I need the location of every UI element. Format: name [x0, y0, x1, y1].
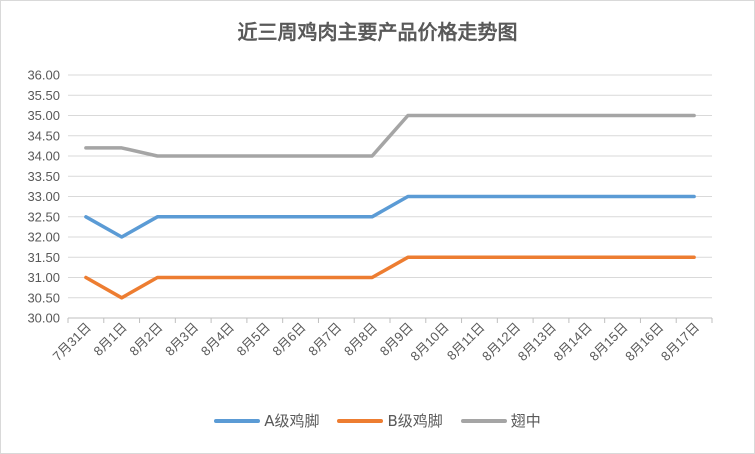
y-tick-label: 30.50 [27, 290, 60, 305]
y-tick-label: 31.50 [27, 250, 60, 265]
y-tick-label: 34.00 [27, 149, 60, 164]
chart-legend: A级鸡脚 B级鸡脚 翅中 [0, 410, 755, 431]
y-tick-label: 33.00 [27, 189, 60, 204]
y-tick-label: 32.50 [27, 209, 60, 224]
y-tick-label: 31.00 [27, 270, 60, 285]
x-tick-label: 8月2日 [126, 320, 165, 359]
series-line-3 [84, 113, 696, 158]
x-tick-label: 8月17日 [658, 320, 702, 364]
chart-title: 近三周鸡肉主要产品价格走势图 [237, 20, 518, 44]
y-tick-label: 36.00 [27, 68, 60, 83]
y-tick-label: 30.00 [27, 311, 60, 326]
legend-item: 翅中 [460, 410, 541, 431]
y-tick-label: 32.00 [27, 230, 60, 245]
legend-swatch [337, 418, 384, 423]
series-line-2 [84, 255, 696, 300]
x-tick-label: 8月8日 [341, 320, 380, 359]
x-tick-label: 8月15日 [586, 320, 630, 364]
legend-swatch [214, 418, 261, 423]
legend-swatch [460, 418, 507, 423]
legend-item: A级鸡脚 [214, 410, 319, 431]
x-tick-label: 8月1日 [91, 320, 130, 359]
x-tick-label: 8月7日 [305, 320, 344, 359]
legend-label: A级鸡脚 [264, 412, 320, 430]
x-tick-label: 8月5日 [234, 320, 273, 359]
x-tick-label: 8月3日 [162, 320, 201, 359]
legend-label: 翅中 [510, 412, 541, 430]
y-tick-label: 35.00 [27, 108, 60, 123]
x-tick-label: 8月16日 [622, 320, 666, 364]
y-tick-label: 33.50 [27, 169, 60, 184]
series-line-1 [84, 194, 696, 239]
x-tick-label: 8月10日 [407, 320, 451, 364]
y-tick-label: 35.50 [27, 88, 60, 103]
legend-label: B级鸡脚 [387, 412, 443, 430]
x-tick-label: 8月12日 [479, 320, 523, 364]
x-tick-label: 7月31日 [50, 320, 94, 364]
x-tick-label: 8月14日 [551, 320, 595, 364]
legend-item: B级鸡脚 [337, 410, 443, 431]
x-tick-label: 8月4日 [198, 320, 237, 359]
y-tick-label: 34.50 [27, 128, 60, 143]
x-tick-label: 8月6日 [269, 320, 308, 359]
x-tick-label: 8月13日 [515, 320, 559, 364]
